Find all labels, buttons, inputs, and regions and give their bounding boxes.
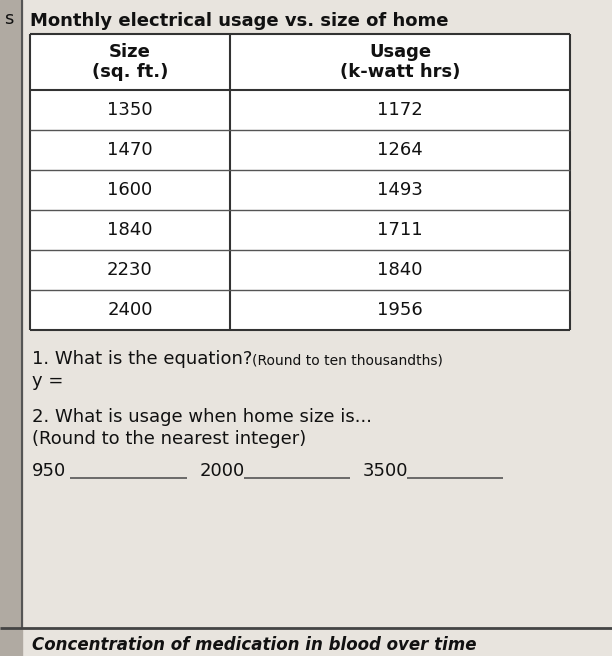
Text: 1. What is the equation?: 1. What is the equation?: [32, 350, 252, 368]
Text: Monthly electrical usage vs. size of home: Monthly electrical usage vs. size of hom…: [30, 12, 449, 30]
Text: 950: 950: [32, 462, 66, 480]
Text: 1493: 1493: [377, 181, 423, 199]
Text: 1350: 1350: [107, 101, 153, 119]
Text: 1840: 1840: [377, 261, 423, 279]
Text: 3500: 3500: [363, 462, 408, 480]
Text: 1600: 1600: [107, 181, 152, 199]
Text: Concentration of medication in blood over time: Concentration of medication in blood ove…: [32, 636, 477, 654]
Text: s: s: [4, 10, 13, 28]
Text: 1470: 1470: [107, 141, 153, 159]
Text: 2400: 2400: [107, 301, 153, 319]
Text: (sq. ft.): (sq. ft.): [92, 63, 168, 81]
Text: (Round to ten thousandths): (Round to ten thousandths): [252, 353, 443, 367]
Text: 1956: 1956: [377, 301, 423, 319]
Text: 2230: 2230: [107, 261, 153, 279]
Text: 1711: 1711: [377, 221, 423, 239]
Text: y =: y =: [32, 372, 64, 390]
Bar: [30, 34, 570, 330]
Text: 2. What is usage when home size is...: 2. What is usage when home size is...: [32, 408, 372, 426]
Text: Size: Size: [109, 43, 151, 61]
Text: (Round to the nearest integer): (Round to the nearest integer): [32, 430, 306, 448]
Bar: [0, 0, 22, 656]
Text: 1264: 1264: [377, 141, 423, 159]
Text: 2000: 2000: [200, 462, 245, 480]
Text: Usage: Usage: [369, 43, 431, 61]
Text: 1172: 1172: [377, 101, 423, 119]
Text: 1840: 1840: [107, 221, 153, 239]
Text: (k-watt hrs): (k-watt hrs): [340, 63, 460, 81]
